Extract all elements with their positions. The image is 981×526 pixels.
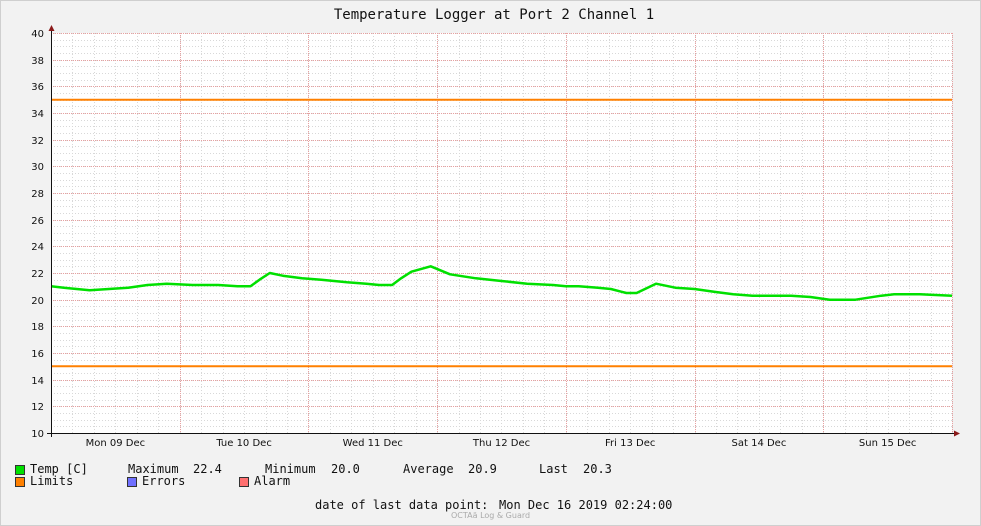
y-axis-arrow: [48, 25, 55, 31]
legend-min-label: Minimum: [265, 462, 316, 476]
limits-swatch: [15, 477, 25, 487]
y-tick-label: 18: [31, 322, 44, 333]
y-tick-label: 14: [31, 376, 44, 387]
x-tick-label: Sun 15 Dec: [859, 438, 916, 449]
y-tick-label: 20: [31, 296, 44, 307]
x-axis-arrow: [954, 430, 960, 437]
x-tick-label: Sat 14 Dec: [732, 438, 787, 449]
y-tick-label: 28: [31, 189, 44, 200]
legend-alarm-label: Alarm: [254, 474, 291, 488]
y-tick-label: 38: [31, 56, 44, 67]
legend-min-value: 20.0: [331, 462, 360, 476]
legend-temp-label: Temp [C]: [30, 462, 88, 476]
y-tick-label: 22: [31, 269, 44, 280]
legend-avg-value: 20.9: [468, 462, 497, 476]
y-tick-label: 24: [31, 242, 44, 253]
x-tick-label: Mon 09 Dec: [86, 438, 146, 449]
axes: [47, 25, 960, 437]
x-axis-ticks: Mon 09 Dec Tue 10 Dec Wed 11 Dec Thu 12 Dec…: [86, 438, 917, 449]
y-tick-label: 30: [31, 162, 44, 173]
y-tick-label: 12: [31, 402, 44, 413]
watermark: OCTAä Log & Guard: [451, 511, 531, 520]
alarm-swatch: [239, 477, 249, 487]
y-tick-label: 10: [31, 429, 44, 440]
errors-swatch: [127, 477, 137, 487]
legend-max-value: 22.4: [193, 462, 222, 476]
y-tick-label: 36: [31, 82, 44, 93]
y-tick-label: 32: [31, 136, 44, 147]
legend-last-value: 20.3: [583, 462, 612, 476]
x-tick-label: Fri 13 Dec: [605, 438, 655, 449]
temperature-line: [50, 265, 953, 301]
y-tick-label: 40: [31, 29, 44, 40]
series-layer: [50, 98, 953, 368]
legend-errors-label: Errors: [142, 474, 186, 488]
legend-avg-label: Average: [403, 462, 454, 476]
x-tick-label: Wed 11 Dec: [343, 438, 403, 449]
y-axis-ticks: 10 12 14 16 18 20 22 24 26 28 30 32 34 36 38 40: [31, 29, 44, 440]
y-tick-label: 16: [31, 349, 44, 360]
legend-limits-label: Limits: [30, 474, 74, 488]
legend-last-label: Last: [539, 462, 568, 476]
x-tick-label: Thu 12 Dec: [472, 438, 530, 449]
last-data-point-label: date of last data point:: [315, 498, 489, 512]
x-tick-label: Tue 10 Dec: [215, 438, 272, 449]
temp-swatch: [15, 465, 25, 475]
last-data-point-value: Mon Dec 16 2019 02:24:00: [499, 498, 673, 512]
chart-title: Temperature Logger at Port 2 Channel 1: [334, 7, 654, 23]
y-tick-label: 26: [31, 216, 44, 227]
legend-max-label: Maximum: [128, 462, 179, 476]
y-tick-label: 34: [31, 109, 44, 120]
